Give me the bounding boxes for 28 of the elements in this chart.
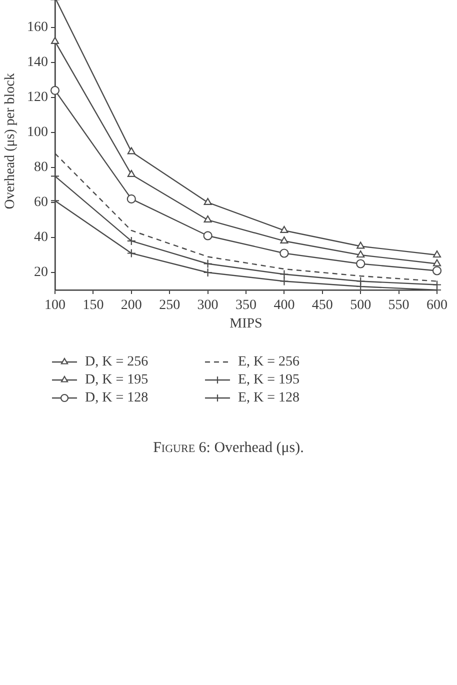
legend-label: D, K = 128	[85, 390, 148, 406]
x-tick-label: 100	[44, 298, 66, 314]
x-axis-title: MIPS	[230, 316, 262, 332]
legend-label: E, K = 256	[238, 354, 300, 370]
x-tick-label: 250	[159, 298, 180, 314]
y-axis-title: Overhead (μs) per block	[3, 73, 18, 210]
y-tick-label: 40	[34, 230, 48, 246]
x-tick-label: 200	[120, 298, 142, 314]
caption: Figure 6: Overhead (μs).	[152, 439, 305, 457]
legend-label: D, K = 195	[85, 372, 148, 388]
x-tick-label: 400	[274, 298, 295, 314]
x-tick-label: 600	[426, 298, 448, 314]
y-tick-label: 120	[27, 90, 48, 106]
legend-label: E, K = 195	[238, 372, 300, 388]
x-tick-label: 550	[388, 298, 410, 314]
y-tick-label: 20	[34, 265, 48, 280]
legend-label: D, K = 256	[85, 354, 148, 370]
y-tick-label: 140	[27, 55, 48, 70]
y-tick-label: 100	[27, 125, 48, 140]
y-tick-label: 80	[34, 160, 48, 176]
y-tick-label: 160	[27, 20, 48, 36]
x-tick-label: 500	[350, 298, 372, 314]
x-tick-label: 300	[197, 298, 218, 314]
x-tick-label: 450	[312, 298, 333, 314]
y-tick-label: 60	[34, 195, 48, 210]
legend-label: E, K = 128	[238, 390, 300, 406]
x-tick-label: 150	[82, 298, 104, 314]
x-tick-label: 350	[236, 298, 256, 314]
